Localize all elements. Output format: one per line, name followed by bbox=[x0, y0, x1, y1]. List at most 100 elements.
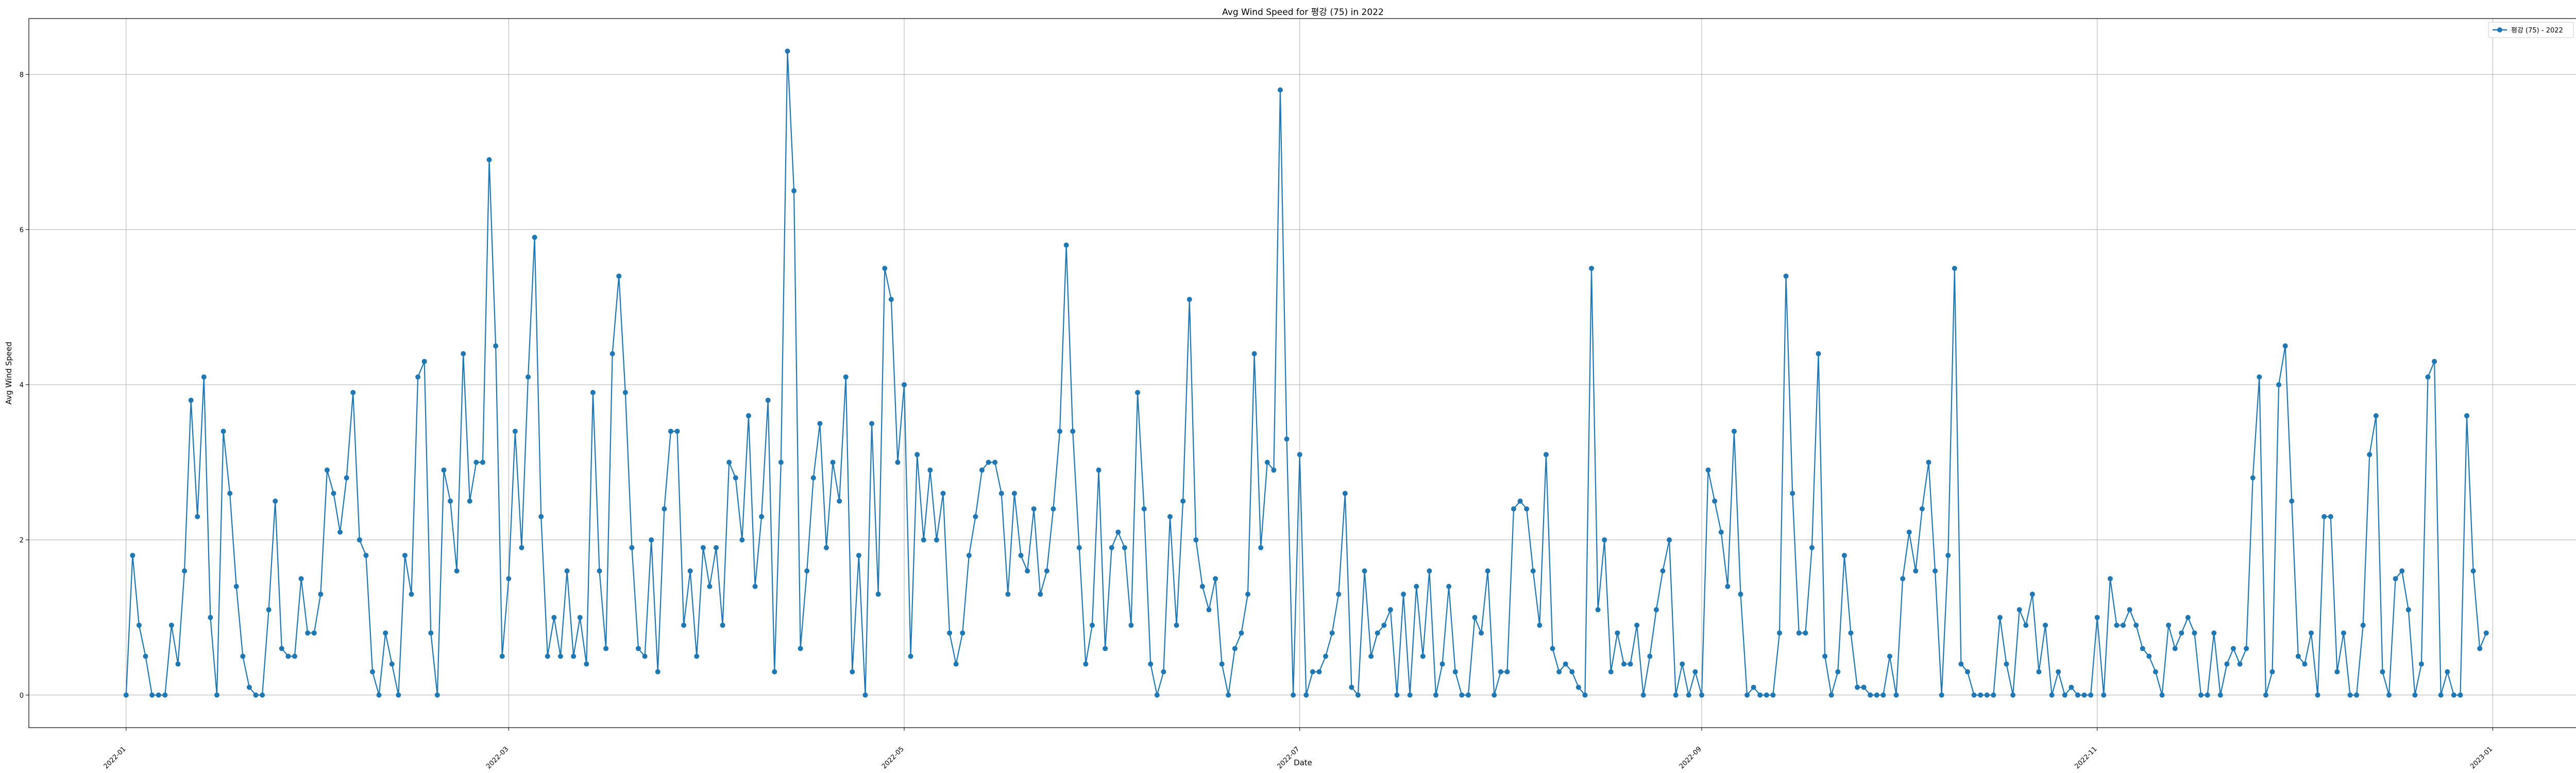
data-point bbox=[571, 653, 577, 659]
data-point bbox=[1427, 568, 1432, 574]
data-point bbox=[1712, 498, 1718, 504]
data-point bbox=[1582, 692, 1588, 698]
data-point bbox=[493, 343, 499, 349]
data-point bbox=[2282, 343, 2288, 349]
data-point bbox=[311, 630, 317, 636]
legend: 평강 (75) - 2022 bbox=[2488, 22, 2574, 38]
data-point bbox=[2418, 661, 2424, 667]
data-point bbox=[1167, 514, 1173, 519]
data-point bbox=[1310, 669, 1315, 675]
data-point bbox=[597, 568, 602, 574]
data-point bbox=[1193, 537, 1199, 543]
data-point bbox=[1498, 669, 1503, 675]
data-point bbox=[2205, 692, 2210, 698]
data-point bbox=[953, 661, 959, 667]
data-point bbox=[1109, 545, 1114, 550]
data-point bbox=[1394, 692, 1400, 698]
data-point bbox=[2036, 669, 2042, 675]
data-point bbox=[1887, 653, 1892, 659]
data-point bbox=[1076, 545, 1082, 550]
data-point bbox=[1602, 537, 1607, 543]
data-point bbox=[2425, 374, 2431, 380]
data-point bbox=[2321, 514, 2327, 519]
data-point bbox=[2438, 692, 2444, 698]
data-point bbox=[1161, 669, 1166, 675]
data-point bbox=[499, 653, 505, 659]
data-point bbox=[175, 661, 181, 667]
data-point bbox=[902, 382, 907, 388]
data-point bbox=[1926, 460, 1931, 465]
data-point bbox=[188, 397, 194, 403]
data-point bbox=[1050, 506, 1056, 512]
data-point bbox=[726, 460, 732, 465]
data-point bbox=[1226, 692, 1231, 698]
data-point bbox=[1018, 552, 1024, 558]
data-point bbox=[1848, 630, 1854, 636]
data-point bbox=[1122, 545, 1127, 550]
data-point bbox=[2185, 615, 2191, 620]
data-point bbox=[1744, 692, 1750, 698]
data-point bbox=[1349, 684, 1354, 690]
data-point bbox=[538, 514, 544, 519]
data-point bbox=[292, 653, 297, 659]
data-point bbox=[1595, 607, 1601, 613]
data-point bbox=[1368, 653, 1374, 659]
data-point bbox=[1563, 661, 1568, 667]
data-point bbox=[694, 653, 700, 659]
data-point bbox=[584, 661, 589, 667]
data-point bbox=[1381, 623, 1387, 628]
data-point bbox=[1757, 692, 1763, 698]
data-point bbox=[1984, 692, 1990, 698]
data-point bbox=[2334, 669, 2340, 675]
data-point bbox=[168, 623, 174, 628]
data-point bbox=[895, 460, 901, 465]
data-point bbox=[1868, 692, 1873, 698]
data-point bbox=[681, 623, 687, 628]
data-point bbox=[1420, 653, 1426, 659]
data-point bbox=[1063, 242, 1069, 248]
data-point bbox=[2328, 514, 2333, 519]
data-point bbox=[2237, 661, 2243, 667]
data-point bbox=[1472, 615, 1478, 620]
data-point bbox=[1492, 692, 1497, 698]
data-point bbox=[1718, 529, 1724, 535]
data-point bbox=[2295, 653, 2301, 659]
data-point bbox=[564, 568, 570, 574]
data-point bbox=[1790, 491, 1795, 496]
data-point bbox=[616, 273, 622, 279]
data-point bbox=[2269, 669, 2275, 675]
data-point bbox=[577, 615, 583, 620]
data-point bbox=[260, 692, 265, 698]
data-point bbox=[2159, 692, 2165, 698]
data-point bbox=[1433, 692, 1438, 698]
data-point bbox=[1025, 568, 1030, 574]
data-point bbox=[707, 584, 713, 589]
data-point bbox=[285, 653, 291, 659]
data-point bbox=[1219, 661, 1225, 667]
data-point bbox=[1835, 669, 1841, 675]
data-point bbox=[266, 607, 272, 613]
data-point bbox=[1621, 661, 1626, 667]
data-point bbox=[2399, 568, 2405, 574]
data-point bbox=[2198, 692, 2204, 698]
data-point bbox=[1439, 661, 1445, 667]
data-point bbox=[344, 475, 349, 481]
data-point bbox=[1128, 623, 1134, 628]
data-point bbox=[1031, 506, 1037, 512]
data-point bbox=[396, 692, 401, 698]
data-point bbox=[603, 646, 609, 651]
data-point bbox=[882, 265, 888, 271]
data-point bbox=[2016, 607, 2022, 613]
data-point bbox=[1569, 669, 1575, 675]
data-point bbox=[1653, 607, 1659, 613]
data-point bbox=[1479, 630, 1484, 636]
data-point bbox=[2412, 692, 2418, 698]
data-point bbox=[130, 552, 135, 558]
data-point bbox=[2010, 692, 2016, 698]
data-point bbox=[1524, 506, 1530, 512]
data-point bbox=[668, 428, 673, 434]
data-point bbox=[2302, 661, 2308, 667]
data-point bbox=[2405, 607, 2411, 613]
data-point bbox=[1148, 661, 1154, 667]
data-point bbox=[1232, 646, 1238, 651]
